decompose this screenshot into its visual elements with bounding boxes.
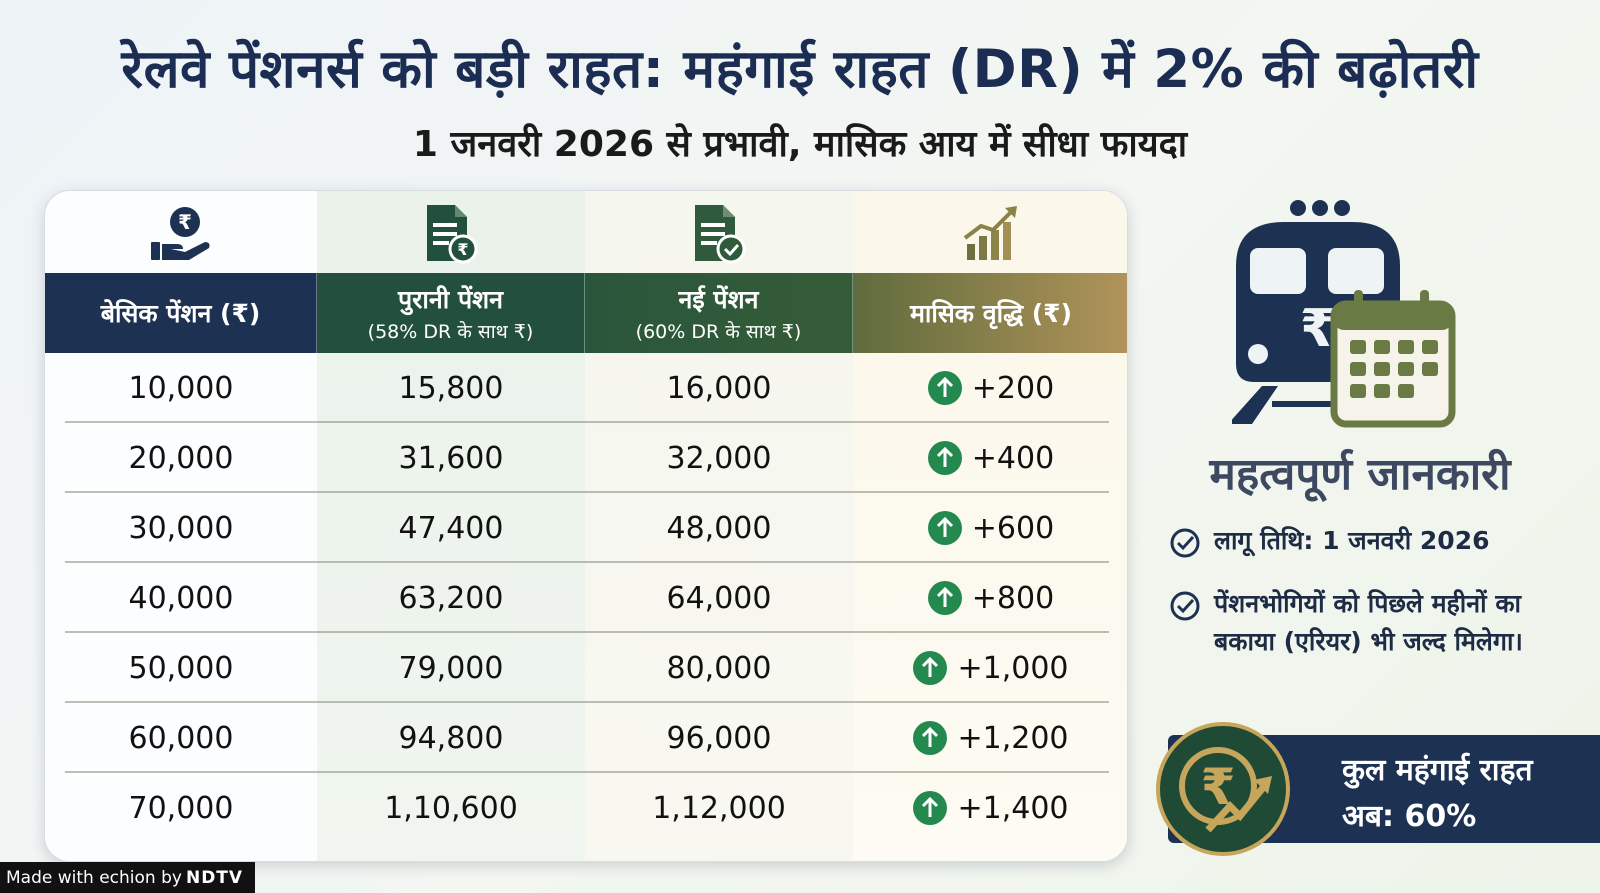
echion-logo: echion bbox=[99, 867, 156, 888]
info-text: लागू तिथि: 1 जनवरी 2026 bbox=[1214, 526, 1490, 555]
cell-basic: 10,000 bbox=[128, 370, 234, 406]
svg-text:₹: ₹ bbox=[457, 240, 468, 259]
cell-increase: +200 bbox=[853, 353, 1127, 423]
cell-basic: 60,000 bbox=[128, 720, 234, 756]
cell-increase: +800 bbox=[853, 563, 1127, 633]
arrow-up-icon bbox=[927, 441, 962, 475]
table-row: 70,000 1,10,600 1,12,000 +1,400 bbox=[45, 773, 1127, 843]
row-divider bbox=[65, 421, 1109, 423]
arrow-up-icon bbox=[913, 791, 948, 825]
cell-basic: 20,000 bbox=[128, 440, 234, 476]
increase-value: +200 bbox=[971, 370, 1055, 406]
increase-value: +1,200 bbox=[957, 720, 1069, 756]
cell-old: 15,800 bbox=[398, 370, 504, 406]
header-old-pension: पुरानी पेंशन (58% DR के साथ ₹) bbox=[317, 273, 585, 353]
row-divider bbox=[65, 771, 1109, 773]
cell-basic: 50,000 bbox=[128, 650, 234, 686]
header-new-pension: नई पेंशन (60% DR के साथ ₹) bbox=[585, 273, 853, 353]
cell-increase: +1,200 bbox=[853, 703, 1127, 773]
increase-value: +400 bbox=[971, 440, 1055, 476]
check-document-icon bbox=[585, 199, 853, 269]
row-divider bbox=[65, 701, 1109, 703]
arrow-up-icon bbox=[927, 511, 962, 545]
train-calendar-icon: ₹ bbox=[1232, 200, 1456, 428]
pension-table: ₹ ₹ bbox=[44, 190, 1128, 862]
rupee-document-icon: ₹ bbox=[317, 199, 585, 269]
rupee-hand-icon: ₹ bbox=[45, 199, 317, 269]
cell-increase: +1,400 bbox=[853, 773, 1127, 843]
header-label: नई पेंशन bbox=[678, 285, 759, 314]
banner-line-1: कुल महंगाई राहत bbox=[1342, 753, 1533, 788]
header-label: बेसिक पेंशन (₹) bbox=[100, 299, 261, 328]
increase-value: +600 bbox=[971, 510, 1055, 546]
cell-new: 64,000 bbox=[666, 580, 772, 616]
cell-basic: 70,000 bbox=[128, 790, 234, 826]
info-text: पेंशनभोगियों को पिछले महीनों का बकाया (ए… bbox=[1214, 589, 1523, 656]
cell-new: 80,000 bbox=[666, 650, 772, 686]
cell-old: 1,10,600 bbox=[384, 790, 518, 826]
cell-new: 32,000 bbox=[666, 440, 772, 476]
header-label: पुरानी पेंशन bbox=[397, 285, 504, 314]
svg-text:₹: ₹ bbox=[178, 210, 192, 234]
arrow-up-icon bbox=[913, 651, 948, 685]
info-title: महत्वपूर्ण जानकारी bbox=[1209, 449, 1511, 500]
cell-increase: +1,000 bbox=[853, 633, 1127, 703]
page-subtitle: 1 जनवरी 2026 से प्रभावी, मासिक आय में सी… bbox=[412, 124, 1188, 165]
ndtv-logo: NDTV bbox=[185, 867, 244, 888]
info-item: लागू तिथि: 1 जनवरी 2026 bbox=[1168, 522, 1588, 560]
cell-old: 79,000 bbox=[398, 650, 504, 686]
table-row: 60,000 94,800 96,000 +1,200 bbox=[45, 703, 1127, 773]
cell-basic: 40,000 bbox=[128, 580, 234, 616]
table-body: 10,000 15,800 16,000 +200 20,000 31,600 … bbox=[45, 353, 1127, 843]
growth-chart-icon bbox=[853, 199, 1127, 269]
cell-basic: 30,000 bbox=[128, 510, 234, 546]
header-sublabel: (60% DR के साथ ₹) bbox=[635, 321, 802, 343]
cell-new: 96,000 bbox=[666, 720, 772, 756]
cell-increase: +400 bbox=[853, 423, 1127, 493]
table-row: 40,000 63,200 64,000 +800 bbox=[45, 563, 1127, 633]
table-row: 20,000 31,600 32,000 +400 bbox=[45, 423, 1127, 493]
info-item: पेंशनभोगियों को पिछले महीनों का बकाया (ए… bbox=[1168, 585, 1588, 661]
cell-new: 1,12,000 bbox=[652, 790, 786, 826]
header-sublabel: (58% DR के साथ ₹) bbox=[367, 321, 534, 343]
increase-value: +800 bbox=[971, 580, 1055, 616]
row-divider bbox=[65, 491, 1109, 493]
arrow-up-icon bbox=[927, 371, 962, 405]
header-label: मासिक वृद्धि (₹) bbox=[909, 299, 1072, 328]
banner-text: कुल महंगाई राहत अब: 60% bbox=[1342, 748, 1533, 840]
cell-new: 48,000 bbox=[666, 510, 772, 546]
increase-value: +1,400 bbox=[957, 790, 1069, 826]
made-with-badge[interactable]: Made with echion by NDTV bbox=[0, 862, 256, 893]
by-label: by bbox=[161, 867, 182, 888]
cell-old: 94,800 bbox=[398, 720, 504, 756]
table-row: 30,000 47,400 48,000 +600 bbox=[45, 493, 1127, 563]
cell-increase: +600 bbox=[853, 493, 1127, 563]
header-monthly-increase: मासिक वृद्धि (₹) bbox=[853, 273, 1127, 353]
rupee-growth-icon: ₹ bbox=[1156, 722, 1290, 856]
cell-old: 63,200 bbox=[398, 580, 504, 616]
check-circle-icon bbox=[1170, 528, 1200, 558]
banner-line-2: अब: 60% bbox=[1342, 799, 1477, 834]
header-basic-pension: बेसिक पेंशन (₹) bbox=[45, 273, 317, 353]
cell-old: 47,400 bbox=[398, 510, 504, 546]
table-row: 50,000 79,000 80,000 +1,000 bbox=[45, 633, 1127, 703]
arrow-up-icon bbox=[913, 721, 948, 755]
row-divider bbox=[65, 561, 1109, 563]
svg-text:₹: ₹ bbox=[1300, 299, 1336, 359]
increase-value: +1,000 bbox=[957, 650, 1069, 686]
page-title: रेलवे पेंशनर्स को बड़ी राहत: महंगाई राहत… bbox=[121, 39, 1479, 100]
arrow-up-icon bbox=[927, 581, 962, 615]
check-circle-icon bbox=[1170, 591, 1200, 621]
row-divider bbox=[65, 631, 1109, 633]
cell-new: 16,000 bbox=[666, 370, 772, 406]
table-row: 10,000 15,800 16,000 +200 bbox=[45, 353, 1127, 423]
cell-old: 31,600 bbox=[398, 440, 504, 476]
made-with-label: Made with bbox=[6, 867, 94, 888]
